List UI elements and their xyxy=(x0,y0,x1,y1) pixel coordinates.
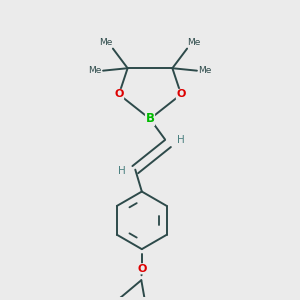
Text: Me: Me xyxy=(187,38,200,47)
Text: O: O xyxy=(137,264,146,274)
Text: H: H xyxy=(177,135,184,145)
Text: Me: Me xyxy=(100,38,113,47)
Text: O: O xyxy=(114,89,124,99)
Text: Me: Me xyxy=(88,66,101,75)
Text: O: O xyxy=(176,89,186,99)
Text: H: H xyxy=(118,166,126,176)
Text: Me: Me xyxy=(199,66,212,75)
Text: B: B xyxy=(146,112,154,125)
